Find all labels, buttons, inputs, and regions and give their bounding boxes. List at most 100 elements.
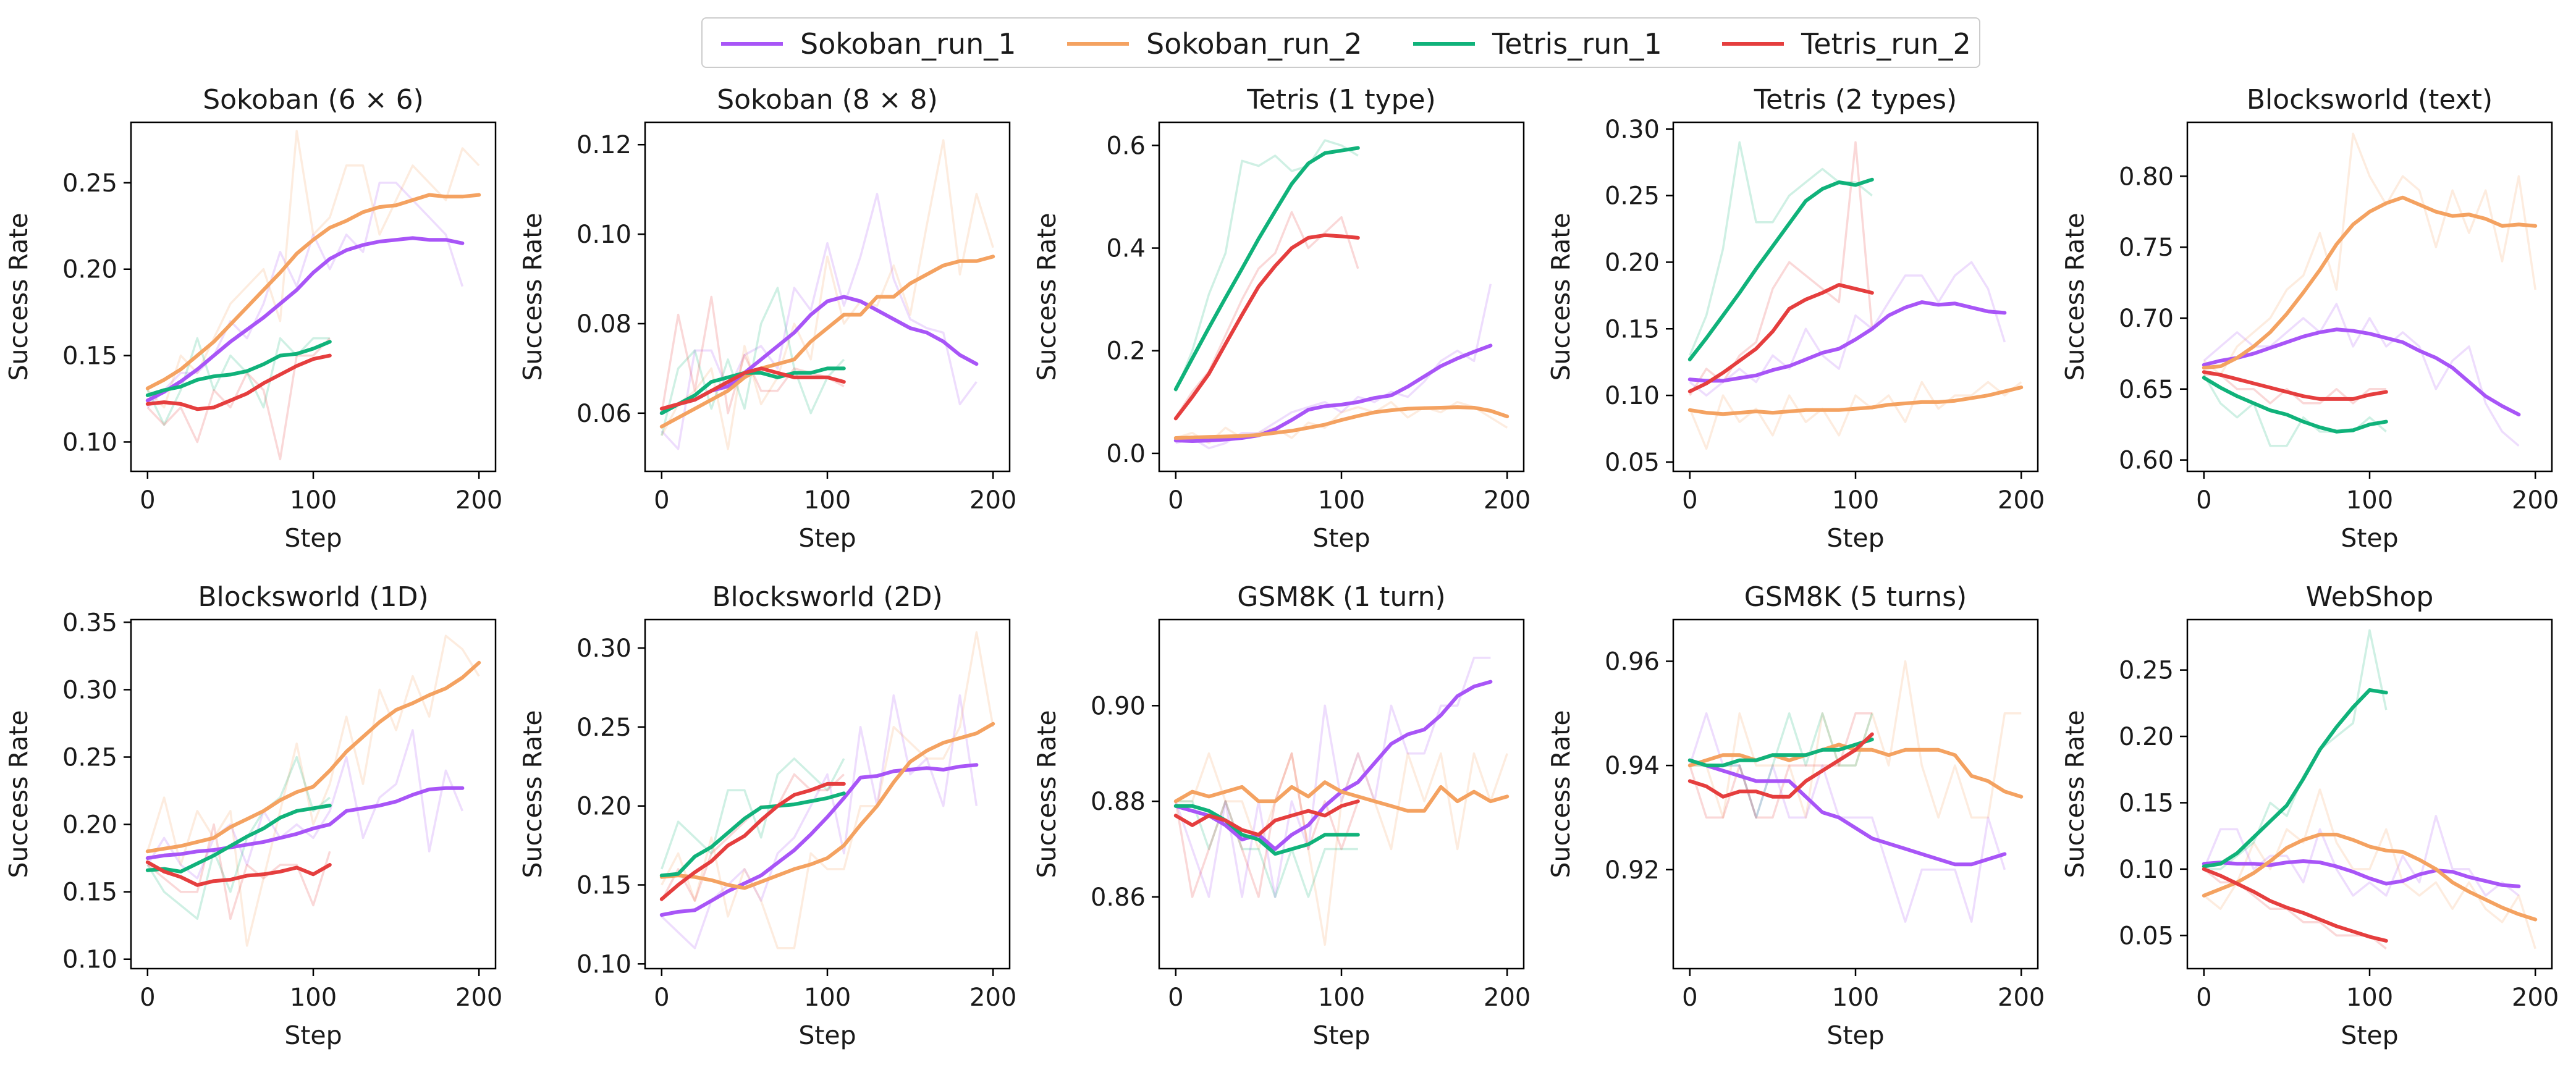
smoothed-line-tetris-run-1 xyxy=(145,804,332,873)
x-axis-label: Step xyxy=(1312,1021,1370,1050)
x-tick-label: 100 xyxy=(2346,486,2393,515)
smoothed-line-tetris-run-2 xyxy=(145,860,332,887)
y-tick-label: 0.90 xyxy=(1091,692,1146,720)
raw-line-tetris-run-2 xyxy=(2203,374,2386,405)
y-tick-label: 0.65 xyxy=(2119,376,2174,404)
y-tick-label: 0.15 xyxy=(1605,315,1660,343)
y-tick-label: 0.30 xyxy=(576,634,631,663)
y-tick-label: 0.94 xyxy=(1605,752,1660,780)
series-group xyxy=(1687,660,2024,923)
y-tick-label: 0.88 xyxy=(1091,788,1146,816)
axes-frame xyxy=(1672,121,2039,473)
y-tick-label: 0.25 xyxy=(576,714,631,742)
raw-line-tetris-run-2 xyxy=(146,337,331,461)
subplot-webshop: 0 100 200 0.05 0.10 0.15 0.20 0.25 WebShop Step Su… xyxy=(2060,581,2559,1050)
y-tick-label: 0.15 xyxy=(576,872,631,900)
subplot-gsm8k-1-turn: 0 100 200 0.86 0.88 0.90 GSM8K (1 turn) Step Suc… xyxy=(1032,581,1531,1050)
raw-line-sokoban-run-1 xyxy=(2203,815,2520,897)
legend-item-sokoban-run-2: Sokoban_run_2 xyxy=(1067,19,1362,69)
x-tick-label: 0 xyxy=(2196,983,2211,1012)
series-group xyxy=(659,139,995,450)
smoothed-line-sokoban-run-2 xyxy=(2202,833,2538,922)
x-tick-label: 100 xyxy=(804,486,851,515)
x-axis-label: Step xyxy=(1826,523,1884,553)
y-tick-label: 0.06 xyxy=(576,400,631,428)
x-tick-label: 0 xyxy=(2196,486,2211,515)
smoothed-line-sokoban-run-2 xyxy=(145,660,481,854)
smoothed-line-tetris-run-2 xyxy=(2202,370,2388,401)
legend-label: Sokoban_run_1 xyxy=(800,27,1016,61)
subplot-tetris-1-type: 0 100 200 0.0 0.2 0.4 0.6 Tetris (1 type) Step Su… xyxy=(1032,84,1531,553)
y-tick-label: 0.25 xyxy=(2119,657,2174,685)
smoothed-line-sokoban-run-2 xyxy=(659,255,995,429)
subplot-title: Blocksworld (text) xyxy=(2247,84,2493,116)
x-axis-label: Step xyxy=(2341,1021,2398,1050)
subplot-blocksworld-1d: 0 100 200 0.10 0.15 0.20 0.25 0.30 0.35 Blockswor… xyxy=(4,581,502,1050)
raw-line-sokoban-run-2 xyxy=(1689,381,2022,450)
x-tick-label: 0 xyxy=(654,983,669,1012)
raw-line-sokoban-run-2 xyxy=(661,139,994,450)
y-tick-label: 0.25 xyxy=(1605,182,1660,211)
raw-line-sokoban-run-1 xyxy=(1689,261,2006,397)
legend-swatch xyxy=(1067,42,1129,46)
raw-line-sokoban-run-2 xyxy=(2203,132,2536,376)
raw-line-sokoban-run-1 xyxy=(1689,712,2006,923)
x-tick-label: 0 xyxy=(1168,983,1183,1012)
y-tick-label: 0.12 xyxy=(576,131,631,159)
smoothed-line-tetris-run-2 xyxy=(1173,233,1360,421)
raw-line-sokoban-run-2 xyxy=(146,130,480,409)
series-group xyxy=(145,634,481,947)
legend-item-tetris-run-2: Tetris_run_2 xyxy=(1722,19,1971,69)
subplot-blocksworld-2d: 0 100 200 0.10 0.15 0.20 0.25 0.30 Blocksworld (… xyxy=(518,581,1016,1050)
raw-line-sokoban-run-2 xyxy=(1175,401,1508,445)
legend-label: Tetris_run_2 xyxy=(1801,27,1971,61)
x-tick-label: 100 xyxy=(290,983,337,1012)
y-axis-label: Success Rate xyxy=(2060,213,2090,381)
y-tick-label: 0.86 xyxy=(1091,883,1146,912)
legend: Sokoban_run_1 Sokoban_run_2 Tetris_run_1… xyxy=(701,17,1980,68)
y-tick-label: 0.15 xyxy=(2119,789,2174,817)
smoothed-line-sokoban-run-2 xyxy=(659,722,995,890)
x-tick-label: 200 xyxy=(969,486,1016,515)
smoothed-line-tetris-run-2 xyxy=(1687,732,1874,799)
smoothed-line-sokoban-run-2 xyxy=(2202,195,2538,370)
smoothed-line-tetris-run-2 xyxy=(145,353,332,411)
y-tick-label: 0.30 xyxy=(1605,116,1660,144)
subplot-sokoban-6-6: 0 100 200 0.10 0.15 0.20 0.25 Sokoban (6 × 6) St… xyxy=(4,84,502,553)
smoothed-line-tetris-run-1 xyxy=(2202,376,2388,434)
y-tick-label: 0.6 xyxy=(1106,132,1146,160)
raw-line-sokoban-run-1 xyxy=(661,694,978,949)
raw-line-sokoban-run-2 xyxy=(1689,660,2022,819)
subplot-title: Tetris (2 types) xyxy=(1754,84,1957,116)
smoothed-line-tetris-run-2 xyxy=(2202,867,2388,943)
y-tick-label: 0.25 xyxy=(62,744,117,772)
y-tick-label: 0.10 xyxy=(576,950,631,979)
subplot-title: GSM8K (5 turns) xyxy=(1744,581,1967,613)
y-tick-label: 0.15 xyxy=(62,878,117,907)
series-group xyxy=(1173,657,1510,946)
y-tick-label: 0.96 xyxy=(1605,647,1660,676)
x-axis-label: Step xyxy=(1312,523,1370,553)
x-tick-label: 200 xyxy=(1484,983,1531,1012)
smoothed-line-sokoban-run-1 xyxy=(145,236,465,403)
y-tick-label: 0.15 xyxy=(62,342,117,371)
series-group xyxy=(2202,132,2538,447)
smoothed-line-sokoban-run-2 xyxy=(1173,780,1510,813)
x-tick-label: 100 xyxy=(290,486,337,515)
raw-line-sokoban-run-2 xyxy=(146,634,480,947)
x-tick-label: 200 xyxy=(1998,983,2045,1012)
raw-line-sokoban-run-1 xyxy=(146,182,464,408)
y-tick-label: 0.10 xyxy=(576,221,631,249)
subplot-title: WebShop xyxy=(2306,581,2434,613)
smoothed-line-sokoban-run-1 xyxy=(2202,327,2521,417)
subplot-title: Sokoban (8 × 8) xyxy=(717,84,938,116)
x-tick-label: 100 xyxy=(804,983,851,1012)
y-axis-label: Success Rate xyxy=(518,710,547,878)
y-tick-label: 0.80 xyxy=(2119,162,2174,191)
y-tick-label: 0.20 xyxy=(62,256,117,284)
legend-label: Tetris_run_1 xyxy=(1492,27,1662,61)
x-tick-label: 0 xyxy=(1682,983,1697,1012)
series-group xyxy=(1173,139,1510,450)
x-tick-label: 100 xyxy=(2346,983,2393,1012)
smoothed-line-sokoban-run-2 xyxy=(145,193,481,390)
